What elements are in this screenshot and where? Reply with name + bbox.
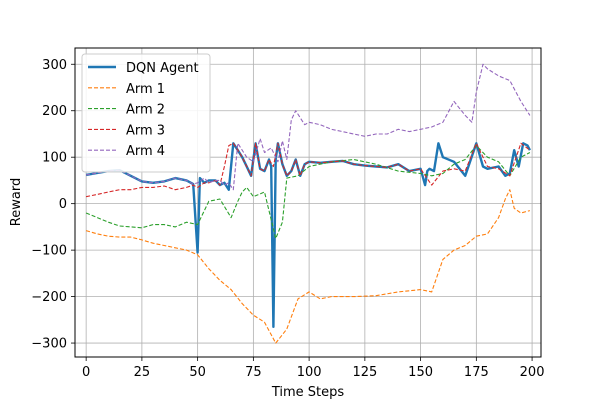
x-axis-label: Time Steps [271, 385, 345, 400]
legend-box [81, 53, 211, 173]
y-tick-label: −300 [31, 337, 67, 352]
x-tick-label: 75 [245, 365, 262, 380]
legend-label: Arm 1 [126, 82, 165, 97]
y-tick-label: 300 [42, 58, 67, 73]
y-tick-label: 200 [42, 104, 67, 119]
y-tick-label: −200 [31, 290, 67, 305]
x-tick-label: 50 [189, 365, 206, 380]
x-tick-label: 100 [297, 365, 322, 380]
x-tick-label: 0 [82, 365, 90, 380]
x-tick-label: 125 [352, 365, 377, 380]
legend-label: Arm 3 [126, 123, 165, 138]
y-axis-label: Reward [9, 178, 24, 226]
legend-label: DQN Agent [126, 61, 199, 76]
legend-label: Arm 4 [126, 144, 165, 159]
y-tick-label: 0 [59, 197, 67, 212]
series-line-arm-3 [85, 142, 531, 198]
y-tick-label: 100 [42, 151, 67, 166]
series-line-arm-1 [85, 189, 531, 344]
legend: DQN Agent Arm 1 Arm 2 Arm 3 Arm 4 [81, 53, 211, 173]
y-tick-label: −100 [31, 244, 67, 259]
x-tick-label: 175 [464, 365, 489, 380]
series-line-arm-4 [86, 63, 531, 191]
axis-ticks: 0 25 50 75 100 125 150 175 200 −300 −200 −100 0 100 20… [31, 58, 544, 380]
series-line-arm-2 [85, 145, 531, 240]
x-tick-label: 200 [520, 365, 545, 380]
legend-label: Arm 2 [126, 103, 165, 118]
x-tick-label: 150 [408, 365, 433, 380]
plot-frame [74, 47, 542, 358]
series-lines [85, 63, 531, 344]
x-tick-label: 25 [134, 365, 151, 380]
